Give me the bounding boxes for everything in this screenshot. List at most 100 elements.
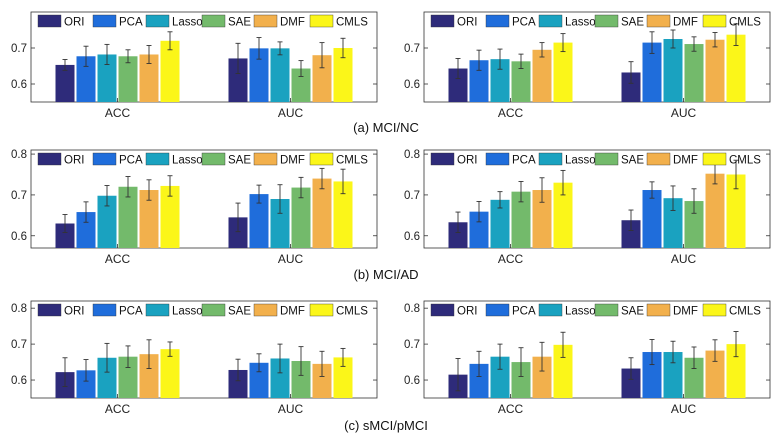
y-tick-label: 0.7 (11, 190, 27, 202)
legend-label-lasso: Lasso (565, 17, 596, 29)
legend-swatch-cmls (309, 152, 334, 166)
bar-sae-acc (118, 356, 138, 398)
y-tick-label: 0.7 (11, 43, 27, 55)
bar-ori-auc (228, 58, 248, 102)
legend-label-sae: SAE (621, 306, 644, 318)
legend-label-lasso: Lasso (172, 306, 203, 318)
legend-swatch-lasso (145, 303, 170, 317)
legend-swatch-sae (201, 14, 226, 28)
legend: ORI PCA Lasso SAE DMF CMLS (430, 303, 761, 318)
bar-lasso-auc (270, 199, 290, 248)
legend-swatch-sae (594, 152, 619, 166)
legend-label-sae: SAE (228, 306, 251, 318)
bar-sae-acc (511, 191, 531, 248)
legend-swatch-cmls (702, 152, 727, 166)
legend-swatch-sae (201, 152, 226, 166)
legend-label-lasso: Lasso (565, 306, 596, 318)
bar-dmf-acc (139, 54, 159, 102)
bar-lasso-acc (97, 54, 117, 102)
legend-swatch-lasso (538, 152, 563, 166)
legend-label-ori: ORI (64, 306, 84, 318)
bar-sae-auc (684, 357, 704, 398)
caption-smci-pmci: (c) sMCI/pMCI (344, 418, 428, 433)
legend-swatch-dmf (253, 303, 278, 317)
legend-swatch-dmf (646, 303, 671, 317)
x-tick-label-acc: ACC (498, 402, 524, 416)
legend-swatch-pca (485, 14, 510, 28)
y-tick-label: 0.8 (404, 303, 420, 315)
legend-label-ori: ORI (457, 155, 477, 167)
bar-pca-acc (76, 212, 96, 248)
legend-swatch-dmf (646, 152, 671, 166)
legend: ORI PCA Lasso SAE DMF CMLS (430, 152, 761, 167)
bar-ori-auc (228, 217, 248, 248)
bar-lasso-auc (663, 198, 683, 248)
legend: ORI PCA Lasso SAE DMF CMLS (37, 14, 368, 29)
x-tick-label-auc: AUC (671, 402, 697, 416)
chart-panel-c-smci-pmci-right: 0.6 0.7 0.8 ACC AUC ORI PCA Lasso SAE DMF CMLS (404, 300, 771, 416)
bar-pca-acc (76, 370, 96, 398)
bar-pca-auc (642, 42, 662, 102)
bar-cmls-acc (553, 182, 573, 248)
legend-label-pca: PCA (512, 306, 536, 318)
legend-label-pca: PCA (512, 17, 536, 29)
legend-swatch-pca (485, 303, 510, 317)
legend-swatch-dmf (646, 14, 671, 28)
legend-swatch-lasso (538, 303, 563, 317)
y-tick-label: 0.6 (11, 231, 27, 243)
bar-pca-auc (249, 48, 269, 102)
legend-label-dmf: DMF (673, 306, 698, 318)
bar-pca-acc (469, 211, 489, 248)
bar-pca-auc (642, 190, 662, 248)
legend-swatch-ori (37, 303, 62, 317)
bar-pca-auc (642, 352, 662, 398)
y-tick-label: 0.7 (404, 339, 420, 351)
bar-dmf-auc (705, 173, 725, 248)
bar-ori-auc (621, 220, 641, 248)
legend: ORI PCA Lasso SAE DMF CMLS (37, 303, 368, 318)
legend-label-cmls: CMLS (336, 17, 368, 29)
bar-dmf-acc (532, 356, 552, 398)
legend-swatch-lasso (538, 14, 563, 28)
legend-label-dmf: DMF (280, 155, 305, 167)
bar-cmls-auc (333, 48, 353, 102)
bar-lasso-acc (490, 356, 510, 398)
bar-cmls-acc (160, 349, 180, 398)
bar-ori-auc (621, 72, 641, 102)
y-tick-label: 0.6 (404, 375, 420, 387)
y-tick-label: 0.7 (404, 43, 420, 55)
bar-ori-auc (228, 369, 248, 398)
bar-cmls-auc (333, 181, 353, 248)
bar-sae-acc (118, 56, 138, 102)
legend-label-cmls: CMLS (729, 155, 761, 167)
y-tick-label: 0.6 (404, 231, 420, 243)
legend-label-sae: SAE (621, 155, 644, 167)
legend: ORI PCA Lasso SAE DMF CMLS (430, 14, 761, 29)
bar-dmf-auc (705, 39, 725, 102)
bar-sae-auc (684, 201, 704, 248)
legend-label-sae: SAE (621, 17, 644, 29)
y-tick-label: 0.7 (404, 190, 420, 202)
legend-label-pca: PCA (119, 155, 143, 167)
caption-mci-ad: (b) MCI/AD (353, 267, 419, 282)
legend-label-dmf: DMF (280, 306, 305, 318)
legend-swatch-ori (430, 14, 455, 28)
legend-swatch-sae (201, 303, 226, 317)
bar-cmls-acc (160, 40, 180, 102)
bar-pca-acc (469, 363, 489, 398)
bar-dmf-auc (705, 350, 725, 398)
bar-cmls-auc (726, 344, 746, 398)
x-tick-label-acc: ACC (105, 252, 131, 266)
bar-lasso-auc (270, 48, 290, 102)
legend-label-dmf: DMF (673, 155, 698, 167)
y-tick-label: 0.8 (11, 303, 27, 315)
legend-label-cmls: CMLS (336, 306, 368, 318)
legend-label-dmf: DMF (280, 17, 305, 29)
legend-swatch-ori (430, 303, 455, 317)
chart-panel-b-mci-ad-right: 0.6 0.7 0.8 ACC AUC ORI PCA Lasso SAE DMF CMLS (404, 149, 771, 266)
legend-label-sae: SAE (228, 155, 251, 167)
y-tick-label: 0.6 (11, 79, 27, 91)
chart-panel-a-mci-nc-left: 0.6 0.7 ACC AUC ORI PCA Lasso SAE DMF CMLS (11, 11, 378, 120)
legend-label-ori: ORI (64, 155, 84, 167)
